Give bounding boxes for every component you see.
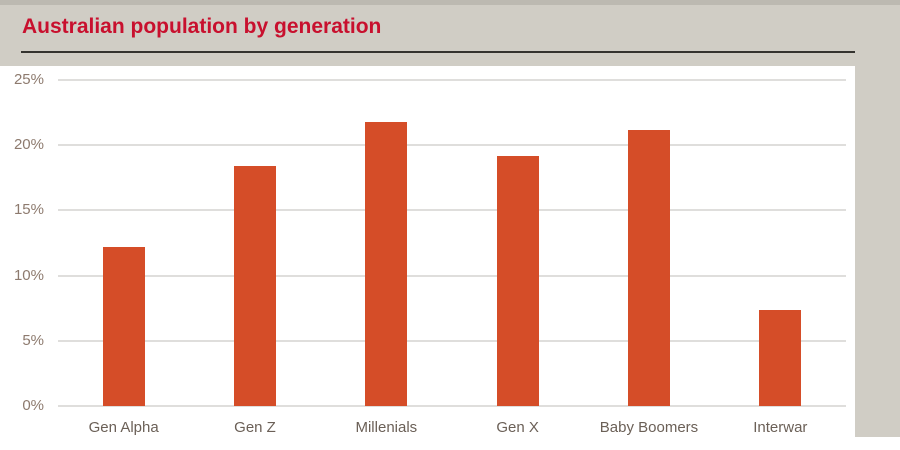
- title-divider: [21, 51, 855, 53]
- y-axis-label-0pct: 0%: [22, 397, 44, 414]
- x-axis-label-gen-alpha: Gen Alpha: [88, 419, 159, 436]
- y-axis-label-15pct: 15%: [13, 201, 44, 219]
- bar-gen-x: [496, 155, 539, 406]
- plot-area: 0% 5% 10% 15% 20% 25% Gen Alpha Gen Z Millenials…: [0, 66, 855, 450]
- bar-baby-boomers: [628, 129, 670, 406]
- bar-gen-z: [234, 166, 276, 406]
- y-axis-label-5pct: 5%: [22, 331, 44, 349]
- gridline-0pct: [58, 405, 846, 407]
- bar-gen-alpha: [102, 246, 145, 406]
- gridline-25pct: [58, 79, 846, 81]
- x-axis-label-gen-x: Gen X: [496, 419, 539, 436]
- x-axis-label-baby-boomers: Baby Boomers: [599, 419, 699, 436]
- gridline-20pct: [58, 144, 846, 147]
- gridline-5pct: [58, 339, 846, 342]
- y-axis-label-25pct: 25%: [13, 71, 44, 88]
- panel-top-edge: [0, 0, 900, 5]
- x-axis-label-gen-z: Gen Z: [234, 419, 276, 436]
- gridline-15pct: [58, 209, 846, 212]
- x-axis-label-millenials: Millenials: [355, 419, 418, 436]
- y-axis-label-20pct: 20%: [13, 136, 44, 154]
- y-axis-label-10pct: 10%: [13, 266, 44, 284]
- x-axis-label-interwar: Interwar: [753, 419, 808, 436]
- chart-title: Australian population by generation: [22, 15, 382, 38]
- gridline-10pct: [58, 274, 846, 277]
- bar-interwar: [759, 309, 802, 406]
- bar-millenials: [365, 121, 408, 406]
